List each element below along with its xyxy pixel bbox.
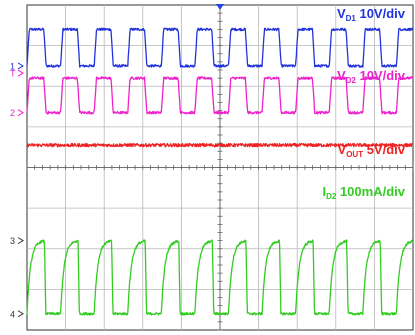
trace-vd2 [26, 76, 414, 115]
trace-vd1 [26, 27, 414, 68]
traces [26, 27, 414, 316]
channel-1-marker: 1 [10, 61, 15, 71]
channel-4-marker: 4 [10, 309, 15, 319]
trace-vout [26, 142, 414, 148]
channel-1-marker-arrow [17, 62, 24, 70]
label-id2: ID2 100mA/div [322, 184, 405, 201]
channel-markers: 1T 2 3 4 [10, 61, 24, 319]
trigger-level-marker: T [10, 69, 16, 79]
label-vout: VOUT 5V/div [338, 142, 406, 159]
channel-4-marker-arrow [17, 310, 24, 318]
trigger-position-marker [216, 4, 224, 10]
channel-3-marker: 3 [10, 236, 15, 246]
label-vd1: VD1 10V/div [337, 6, 406, 23]
trigger-level-marker-arrow [17, 69, 24, 77]
channel-3-marker-arrow [17, 237, 24, 245]
label-vd2: VD2 10V/div [337, 68, 406, 85]
series-labels: VD1 10V/div VD2 10V/div VOUT 5V/div ID2 100… [322, 6, 405, 201]
trace-id2 [26, 239, 414, 316]
graticule [26, 4, 414, 331]
channel-2-marker: 2 [10, 108, 15, 118]
channel-2-marker-arrow [17, 109, 24, 117]
